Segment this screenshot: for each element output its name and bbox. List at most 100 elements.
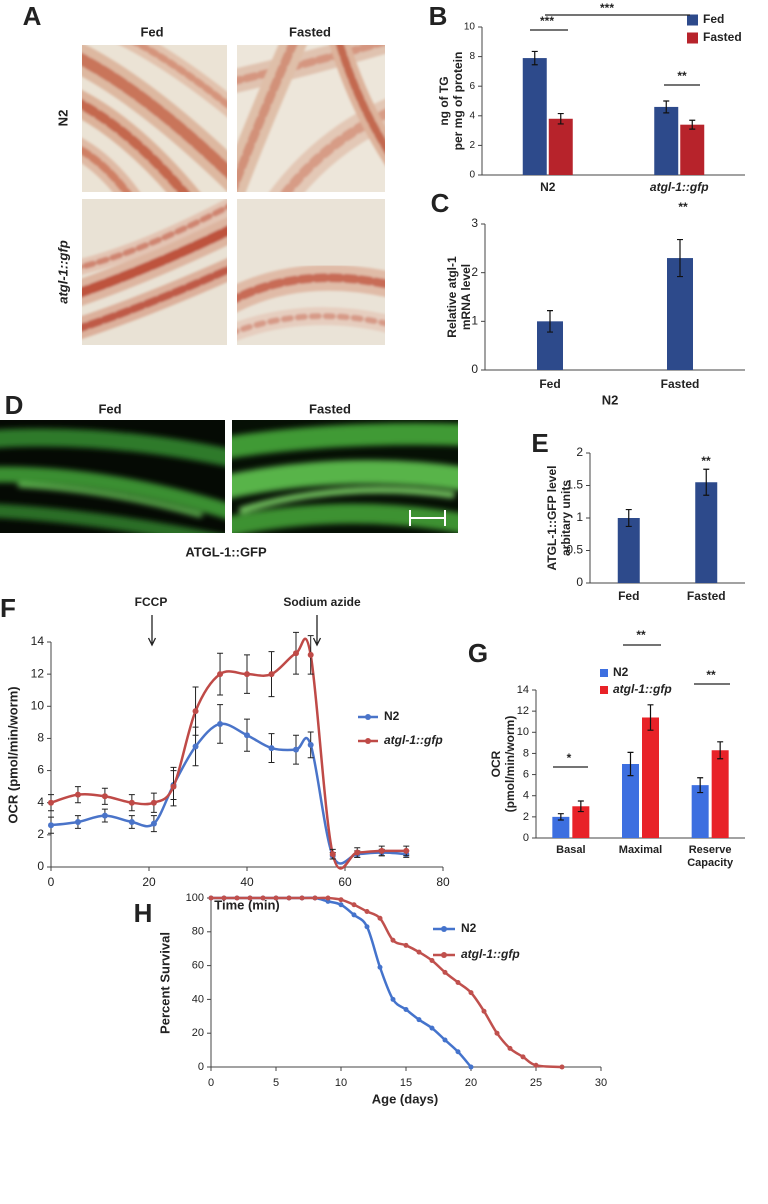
error-bar — [689, 119, 696, 130]
y-axis-label: ATGL-1::GFP level — [545, 466, 559, 571]
y-tick-label: 2 — [37, 827, 44, 841]
data-point — [217, 671, 224, 678]
annotation-arrow — [312, 615, 322, 647]
row-label: N2 — [55, 110, 70, 127]
data-point — [455, 1049, 461, 1055]
micrograph — [237, 199, 385, 345]
micrograph — [237, 45, 385, 192]
data-point — [378, 847, 385, 854]
legend-marker — [441, 926, 447, 932]
data-point — [442, 969, 448, 975]
error-bar — [557, 112, 564, 125]
data-point — [170, 783, 177, 790]
panel-letter: F — [0, 593, 16, 623]
significance-label: *** — [540, 14, 554, 28]
data-point — [403, 942, 409, 948]
data-point — [481, 1008, 487, 1014]
y-tick-label: 2 — [523, 811, 529, 823]
panel-letter: A — [23, 1, 42, 31]
error-bar — [697, 777, 704, 794]
y-tick-label: 0 — [523, 832, 529, 844]
data-point — [468, 990, 474, 996]
scale-bar — [409, 510, 446, 526]
error-bar — [531, 50, 538, 66]
y-tick-label: 10 — [464, 22, 476, 33]
data-point — [390, 937, 396, 943]
x-tick-label: Maximal — [618, 844, 663, 856]
panel-letter: D — [5, 390, 24, 420]
data-point — [273, 895, 279, 901]
bar — [548, 118, 573, 175]
legend-label: atgl-1::gfp — [461, 947, 520, 961]
legend-label: N2 — [613, 665, 629, 679]
series-line — [211, 896, 472, 1068]
y-tick-label: 1 — [576, 510, 583, 524]
data-point — [221, 895, 227, 901]
x-tick-label: 20 — [142, 875, 156, 889]
legend-label: atgl-1::gfp — [613, 682, 672, 696]
data-point — [307, 651, 314, 658]
data-point — [403, 847, 410, 854]
y-tick-label: 40 — [192, 993, 204, 1005]
y-tick-label: 10 — [31, 698, 45, 712]
x-tick-label: 60 — [338, 875, 352, 889]
annotation: FCCP — [135, 595, 168, 609]
data-point — [455, 980, 461, 985]
data-point — [48, 822, 54, 829]
data-point — [101, 793, 108, 800]
error-bar — [557, 813, 564, 821]
data-point — [48, 799, 54, 806]
data-point — [293, 650, 299, 657]
significance-label: ** — [701, 454, 711, 468]
data-point — [150, 799, 157, 806]
bar — [711, 750, 729, 838]
y-tick-label: 4 — [523, 790, 529, 802]
y-tick-label: 10 — [517, 726, 529, 738]
error-bar — [547, 310, 553, 333]
data-point — [364, 924, 370, 930]
series-line — [50, 722, 407, 865]
data-point — [208, 895, 214, 901]
annotation-arrow — [147, 615, 157, 647]
data-point — [520, 1054, 526, 1060]
bar — [622, 764, 639, 838]
data-point — [507, 1045, 513, 1051]
significance-label: *** — [600, 1, 614, 15]
bar — [552, 816, 570, 838]
legend-swatch — [687, 14, 698, 26]
error-bar — [703, 468, 710, 496]
x-tick-label: Fed — [618, 589, 639, 603]
y-tick-label: 8 — [523, 747, 529, 759]
y-axis-label: Percent Survival — [157, 932, 172, 1034]
column-label: Fasted — [309, 401, 351, 416]
bar — [522, 58, 547, 175]
y-tick-label: 4 — [37, 795, 44, 809]
y-tick-label: 14 — [517, 684, 529, 696]
y-tick-label: 0 — [576, 575, 583, 589]
data-point — [268, 745, 275, 752]
data-point — [429, 1025, 435, 1031]
error-bar — [577, 800, 584, 813]
data-point — [307, 741, 314, 748]
data-point — [192, 708, 199, 715]
significance-label: ** — [678, 200, 688, 214]
significance-label: ** — [677, 69, 687, 83]
x-tick-label-box: Reserve Capacity — [687, 844, 733, 869]
data-point — [351, 912, 357, 918]
y-axis-label: Relative atgl-1 — [445, 256, 459, 338]
y-tick-label: 6 — [37, 763, 44, 777]
x-tick-label: 5 — [273, 1077, 279, 1089]
x-tick-label: 25 — [530, 1077, 542, 1089]
bar — [695, 482, 718, 583]
y-tick-label: 0.5 — [566, 543, 583, 557]
x-tick-label: Basal — [556, 844, 586, 856]
error-bar — [627, 751, 634, 777]
caption: ATGL-1::GFP — [185, 544, 267, 559]
data-point — [244, 671, 250, 678]
panel-letter: C — [431, 188, 450, 218]
data-point — [377, 915, 383, 921]
fluorescence-image — [0, 420, 225, 533]
y-tick-label: 1.5 — [566, 478, 583, 492]
data-point — [364, 909, 370, 915]
data-point — [312, 895, 318, 901]
